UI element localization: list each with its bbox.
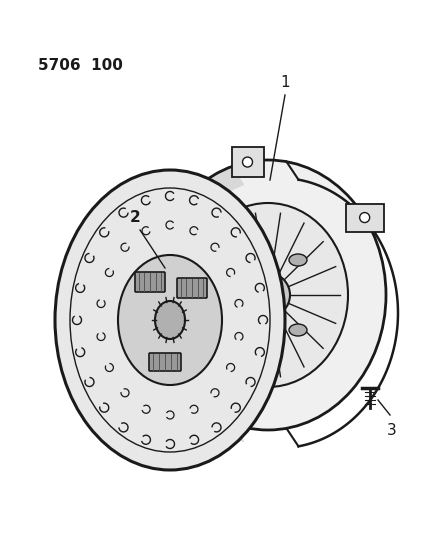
Ellipse shape [229, 324, 247, 336]
Ellipse shape [155, 301, 185, 339]
Bar [153, 209, 183, 238]
Circle shape [256, 283, 280, 307]
Ellipse shape [289, 254, 307, 266]
Ellipse shape [229, 254, 247, 266]
Ellipse shape [55, 170, 285, 470]
Bar [232, 147, 264, 177]
Text: 1: 1 [280, 75, 290, 90]
Text: 2: 2 [130, 210, 140, 225]
Text: 5706  100: 5706 100 [38, 58, 123, 73]
FancyBboxPatch shape [149, 353, 181, 371]
Ellipse shape [188, 203, 348, 387]
Ellipse shape [118, 255, 222, 385]
Bar [346, 204, 383, 231]
Polygon shape [150, 167, 244, 441]
Circle shape [187, 393, 197, 403]
Text: 3: 3 [387, 423, 397, 438]
FancyBboxPatch shape [135, 272, 165, 292]
Circle shape [246, 273, 290, 317]
Circle shape [243, 157, 253, 167]
FancyBboxPatch shape [177, 278, 207, 298]
Circle shape [360, 213, 370, 223]
Bar [172, 385, 212, 411]
Polygon shape [150, 160, 386, 430]
Circle shape [163, 219, 173, 229]
Ellipse shape [289, 324, 307, 336]
